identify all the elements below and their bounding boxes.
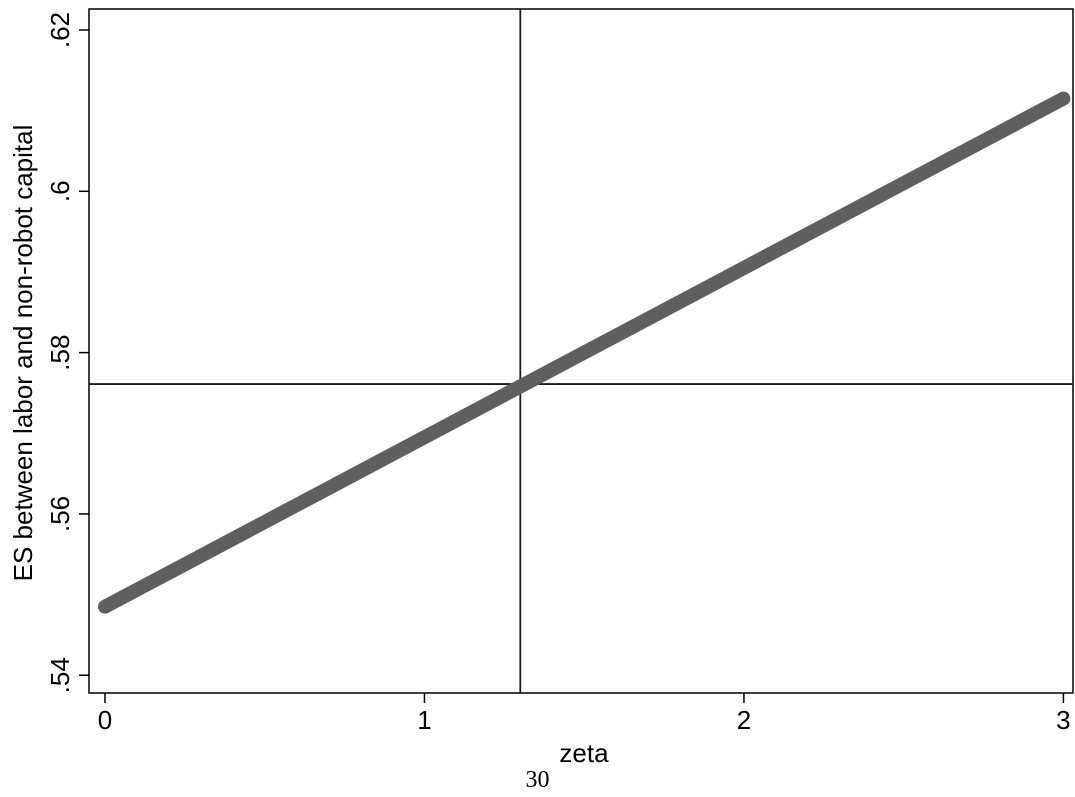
page-number: 30 [525,767,550,793]
y-tick-label: .56 [45,496,75,532]
x-axis: 0 1 2 3 [98,693,1071,735]
x-tick-label: 3 [1056,705,1070,735]
y-tick-label: .54 [45,657,75,693]
series-group [97,91,1071,614]
y-tick-label: .62 [45,12,75,48]
x-tick-label: 1 [417,705,431,735]
y-axis: .54 .56 .58 .6 .62 [45,12,89,693]
y-tick-label: .58 [45,335,75,371]
reference-lines [89,9,1073,693]
x-tick-label: 0 [98,705,112,735]
x-axis-title: zeta [559,738,609,768]
y-tick-label: .6 [45,180,75,202]
plot-border [88,8,1074,694]
x-tick-label: 2 [737,705,751,735]
series-line-0 [97,91,1071,614]
y-axis-title: ES between labor and non-robot capital [8,125,38,582]
plot-frame [88,8,1074,694]
